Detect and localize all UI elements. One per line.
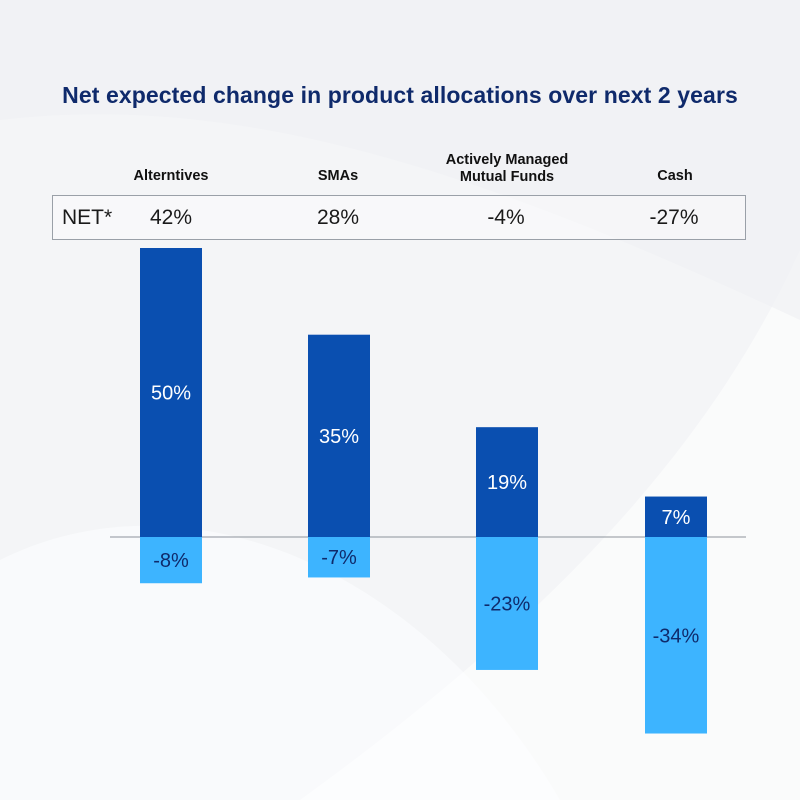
bar-increase-alternatives	[140, 248, 202, 537]
category-label-alternatives: Alterntives	[133, 168, 209, 184]
bar-label-decrease-alternatives: -8%	[153, 550, 189, 572]
chart-title: Net expected change in product allocatio…	[62, 82, 738, 108]
bar-label-decrease-smas: -7%	[321, 547, 357, 569]
bar-label-increase-actively-managed-mutual-funds: 19%	[487, 472, 527, 494]
bar-label-decrease-cash: -34%	[653, 625, 700, 647]
net-value-actively-managed-mutual-funds: -4%	[487, 206, 525, 229]
bar-increase-smas	[308, 334, 370, 537]
net-value-smas: 28%	[316, 206, 360, 229]
bar-decrease-cash	[645, 537, 707, 734]
bar-increase-cash	[645, 496, 707, 537]
net-value-cash: -27%	[649, 206, 699, 229]
bar-label-increase-cash: 7%	[662, 507, 691, 529]
category-label-smas: SMAs	[317, 168, 359, 184]
net-value-alternatives: 42%	[149, 206, 193, 229]
bar-label-increase-alternatives: 50%	[151, 383, 191, 405]
bar-increase-actively-managed-mutual-funds	[476, 427, 538, 537]
bar-decrease-alternatives	[140, 537, 202, 584]
bar-decrease-smas	[308, 537, 370, 578]
net-label: NET*	[62, 206, 113, 229]
bar-decrease-actively-managed-mutual-funds	[476, 537, 538, 670]
category-label-actively-managed-mutual-funds: Actively Managed Mutual Funds	[445, 152, 569, 185]
bar-label-increase-smas: 35%	[319, 426, 359, 448]
bar-label-decrease-actively-managed-mutual-funds: -23%	[484, 593, 531, 615]
net-summary-row	[52, 195, 746, 240]
category-label-cash: Cash	[657, 168, 693, 184]
